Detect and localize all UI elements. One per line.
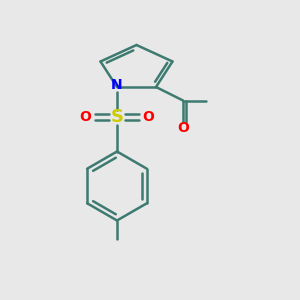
Text: S: S	[110, 108, 124, 126]
Text: O: O	[177, 121, 189, 134]
Text: O: O	[80, 110, 92, 124]
Text: N: N	[111, 78, 123, 92]
Text: O: O	[142, 110, 154, 124]
